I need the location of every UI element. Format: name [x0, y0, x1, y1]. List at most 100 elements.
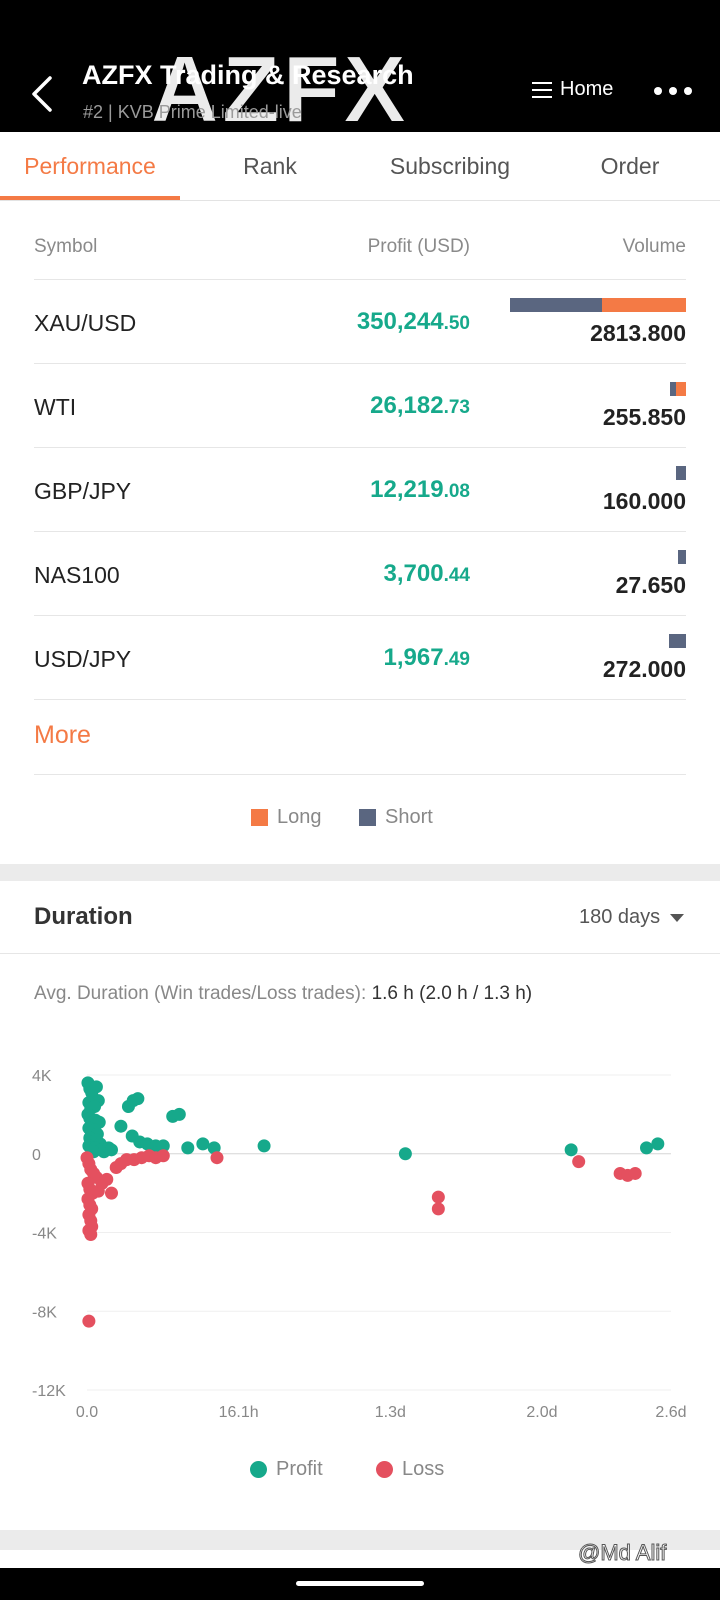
- loss-point: [572, 1155, 586, 1169]
- legend-loss: Loss: [376, 1458, 444, 1481]
- y-tick-label: 4K: [32, 1068, 52, 1085]
- divider: [34, 774, 686, 775]
- column-profit: Profit (USD): [367, 236, 470, 257]
- volume-bar: [669, 634, 686, 648]
- symbol-cell: XAU/USD: [34, 310, 137, 336]
- tab-bar: Performance Rank Subscribing Order: [0, 132, 720, 201]
- y-tick-label: -8K: [32, 1304, 57, 1321]
- volume-cell: 27.650: [615, 572, 686, 598]
- page-title: AZFX Trading & Research: [82, 60, 414, 90]
- period-dropdown[interactable]: 180 days: [579, 906, 685, 929]
- profit-point: [181, 1141, 195, 1155]
- short-swatch: [359, 809, 376, 826]
- legend-long-label: Long: [277, 806, 322, 828]
- volume-bar: [670, 382, 686, 396]
- column-volume: Volume: [622, 236, 686, 257]
- period-value: 180 days: [579, 906, 661, 928]
- volume-bar: [678, 550, 686, 564]
- more-options-icon[interactable]: [654, 86, 694, 96]
- page-subtitle: #2 | KVB Prime Limited-live: [83, 102, 302, 122]
- profit-point: [640, 1141, 654, 1155]
- menu-icon: [532, 81, 552, 98]
- profit-point: [131, 1092, 145, 1106]
- profit-point: [104, 1143, 118, 1157]
- volume-bar: [676, 466, 686, 480]
- long-swatch: [251, 809, 268, 826]
- legend-loss-label: Loss: [402, 1458, 445, 1480]
- home-button[interactable]: Home: [532, 78, 613, 101]
- back-arrow-icon[interactable]: [30, 74, 56, 114]
- brand-watermark: AZFX: [149, 36, 409, 133]
- legend-profit-label: Profit: [276, 1458, 323, 1480]
- x-tick-label: 1.3d: [375, 1404, 406, 1420]
- y-tick-label: -12K: [32, 1383, 66, 1400]
- legend-profit: Profit: [250, 1458, 323, 1481]
- credit-watermark: @Md Alif: [577, 1540, 667, 1566]
- x-tick-label: 2.6d: [655, 1404, 686, 1420]
- tab-order[interactable]: Order: [600, 153, 660, 179]
- profit-cell: 26,182.73: [370, 392, 470, 419]
- table-row[interactable]: WTI 26,182.73 255.850: [34, 364, 686, 448]
- profit-cell: 1,967.49: [383, 644, 470, 671]
- loss-point: [210, 1151, 224, 1165]
- profit-point: [114, 1119, 128, 1133]
- avg-duration-value: 1.6 h (2.0 h / 1.3 h): [371, 983, 533, 1004]
- profit-point: [651, 1137, 665, 1151]
- home-label: Home: [560, 78, 614, 100]
- profit-swatch: [250, 1461, 267, 1478]
- duration-scatter-chart: 4K 0 -4K -8K -12K 0.0 16.1h 1.3d 2.0d 2.6d: [32, 1068, 687, 1420]
- y-tick-label: -4K: [32, 1226, 57, 1243]
- loss-point: [84, 1227, 98, 1241]
- active-tab-indicator: [0, 196, 180, 200]
- loss-point: [156, 1149, 170, 1163]
- loss-point: [82, 1314, 96, 1328]
- symbol-cell: USD/JPY: [34, 646, 132, 672]
- loss-swatch: [376, 1461, 393, 1478]
- loss-point: [628, 1166, 642, 1180]
- table-row[interactable]: NAS100 3,700.44 27.650: [34, 532, 686, 616]
- home-gesture-bar[interactable]: [296, 1581, 424, 1586]
- profit-point: [89, 1080, 103, 1094]
- table-header: Symbol Profit (USD) Volume: [34, 208, 686, 280]
- tab-performance[interactable]: Performance: [24, 153, 156, 179]
- avg-duration-label: Avg. Duration (Win trades/Loss trades):: [34, 983, 367, 1004]
- symbol-cell: WTI: [34, 394, 77, 420]
- caret-down-icon: [670, 913, 685, 922]
- legend-long: Long: [251, 806, 322, 829]
- legend-short-label: Short: [385, 806, 433, 828]
- symbol-cell: GBP/JPY: [34, 478, 132, 504]
- table-row[interactable]: USD/JPY 1,967.49 272.000: [34, 616, 686, 700]
- tab-subscribing[interactable]: Subscribing: [389, 153, 511, 179]
- profit-point: [207, 1141, 221, 1155]
- volume-cell: 255.850: [602, 404, 686, 430]
- profit-point: [196, 1137, 210, 1151]
- avg-duration: Avg. Duration (Win trades/Loss trades): …: [34, 983, 532, 1005]
- volume-cell: 2813.800: [590, 320, 686, 346]
- volume-cell: 160.000: [602, 488, 686, 514]
- volume-bar: [510, 298, 686, 312]
- x-tick-label: 16.1h: [219, 1404, 259, 1420]
- column-symbol: Symbol: [34, 236, 98, 257]
- volume-cell: 272.000: [602, 656, 686, 682]
- duration-title: Duration: [34, 903, 133, 930]
- legend-short: Short: [359, 806, 433, 829]
- table-row[interactable]: GBP/JPY 12,219.08 160.000: [34, 448, 686, 532]
- profit-point: [172, 1107, 186, 1121]
- tab-rank[interactable]: Rank: [243, 153, 297, 179]
- table-row[interactable]: XAU/USD 350,244.50 2813.800: [34, 280, 686, 364]
- more-link[interactable]: More: [34, 721, 91, 749]
- loss-point: [431, 1202, 445, 1216]
- x-tick-label: 2.0d: [526, 1404, 557, 1420]
- profit-cell: 3,700.44: [383, 560, 470, 587]
- divider: [0, 953, 720, 954]
- loss-point: [100, 1172, 114, 1186]
- loss-point: [104, 1186, 118, 1200]
- profit-point: [156, 1139, 170, 1153]
- profit-point: [398, 1147, 412, 1161]
- profit-cell: 350,244.50: [356, 308, 470, 335]
- section-separator: [0, 864, 720, 881]
- system-nav-bar: [0, 1568, 720, 1600]
- loss-point: [431, 1190, 445, 1204]
- y-tick-label: 0: [32, 1147, 41, 1164]
- app-bar: AZFX AZFX Trading & Research #2 | KVB Pr…: [0, 0, 720, 132]
